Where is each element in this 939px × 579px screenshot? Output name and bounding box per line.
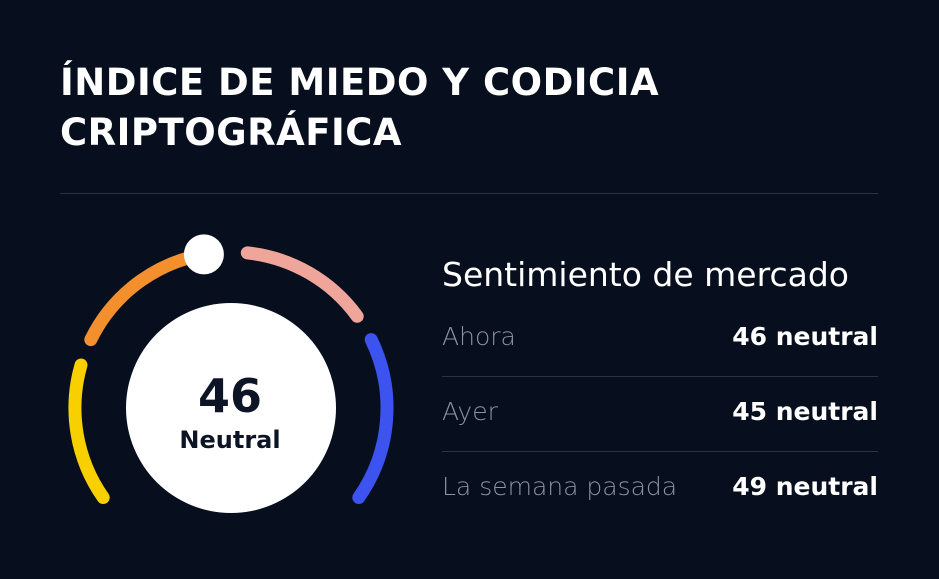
- sentiment-row-value: 49 neutral: [732, 472, 878, 501]
- gauge-segment-extreme-greed: [352, 333, 394, 504]
- sentiment-list: Ahora 46 neutral Ayer 45 neutral La sema…: [442, 302, 878, 526]
- market-sentiment-title: Sentimiento de mercado: [442, 255, 849, 294]
- gauge-label: Neutral: [179, 426, 281, 454]
- gauge-segment-extreme-fear: [68, 358, 110, 504]
- gauge-value: 46: [197, 369, 262, 423]
- sentiment-row-label: La semana pasada: [442, 472, 678, 501]
- sentiment-row-value: 46 neutral: [732, 322, 878, 351]
- sentiment-row-value: 45 neutral: [732, 397, 878, 426]
- gauge-arcs: [68, 234, 394, 504]
- fear-greed-gauge: 46 Neutral: [55, 232, 405, 522]
- sentiment-row-label: Ahora: [442, 322, 516, 351]
- page-title: ÍNDICE DE MIEDO Y CODICIA CRIPTOGRÁFICA: [60, 61, 660, 154]
- sentiment-row-yesterday: Ayer 45 neutral: [442, 377, 878, 452]
- sentiment-row-last-week: La semana pasada 49 neutral: [442, 452, 878, 526]
- gauge-pointer: [183, 234, 224, 275]
- divider: [60, 193, 878, 194]
- sentiment-row-now: Ahora 46 neutral: [442, 302, 878, 377]
- gauge-segment-greed: [240, 246, 364, 323]
- gauge-center: [126, 303, 336, 513]
- sentiment-row-label: Ayer: [442, 397, 498, 426]
